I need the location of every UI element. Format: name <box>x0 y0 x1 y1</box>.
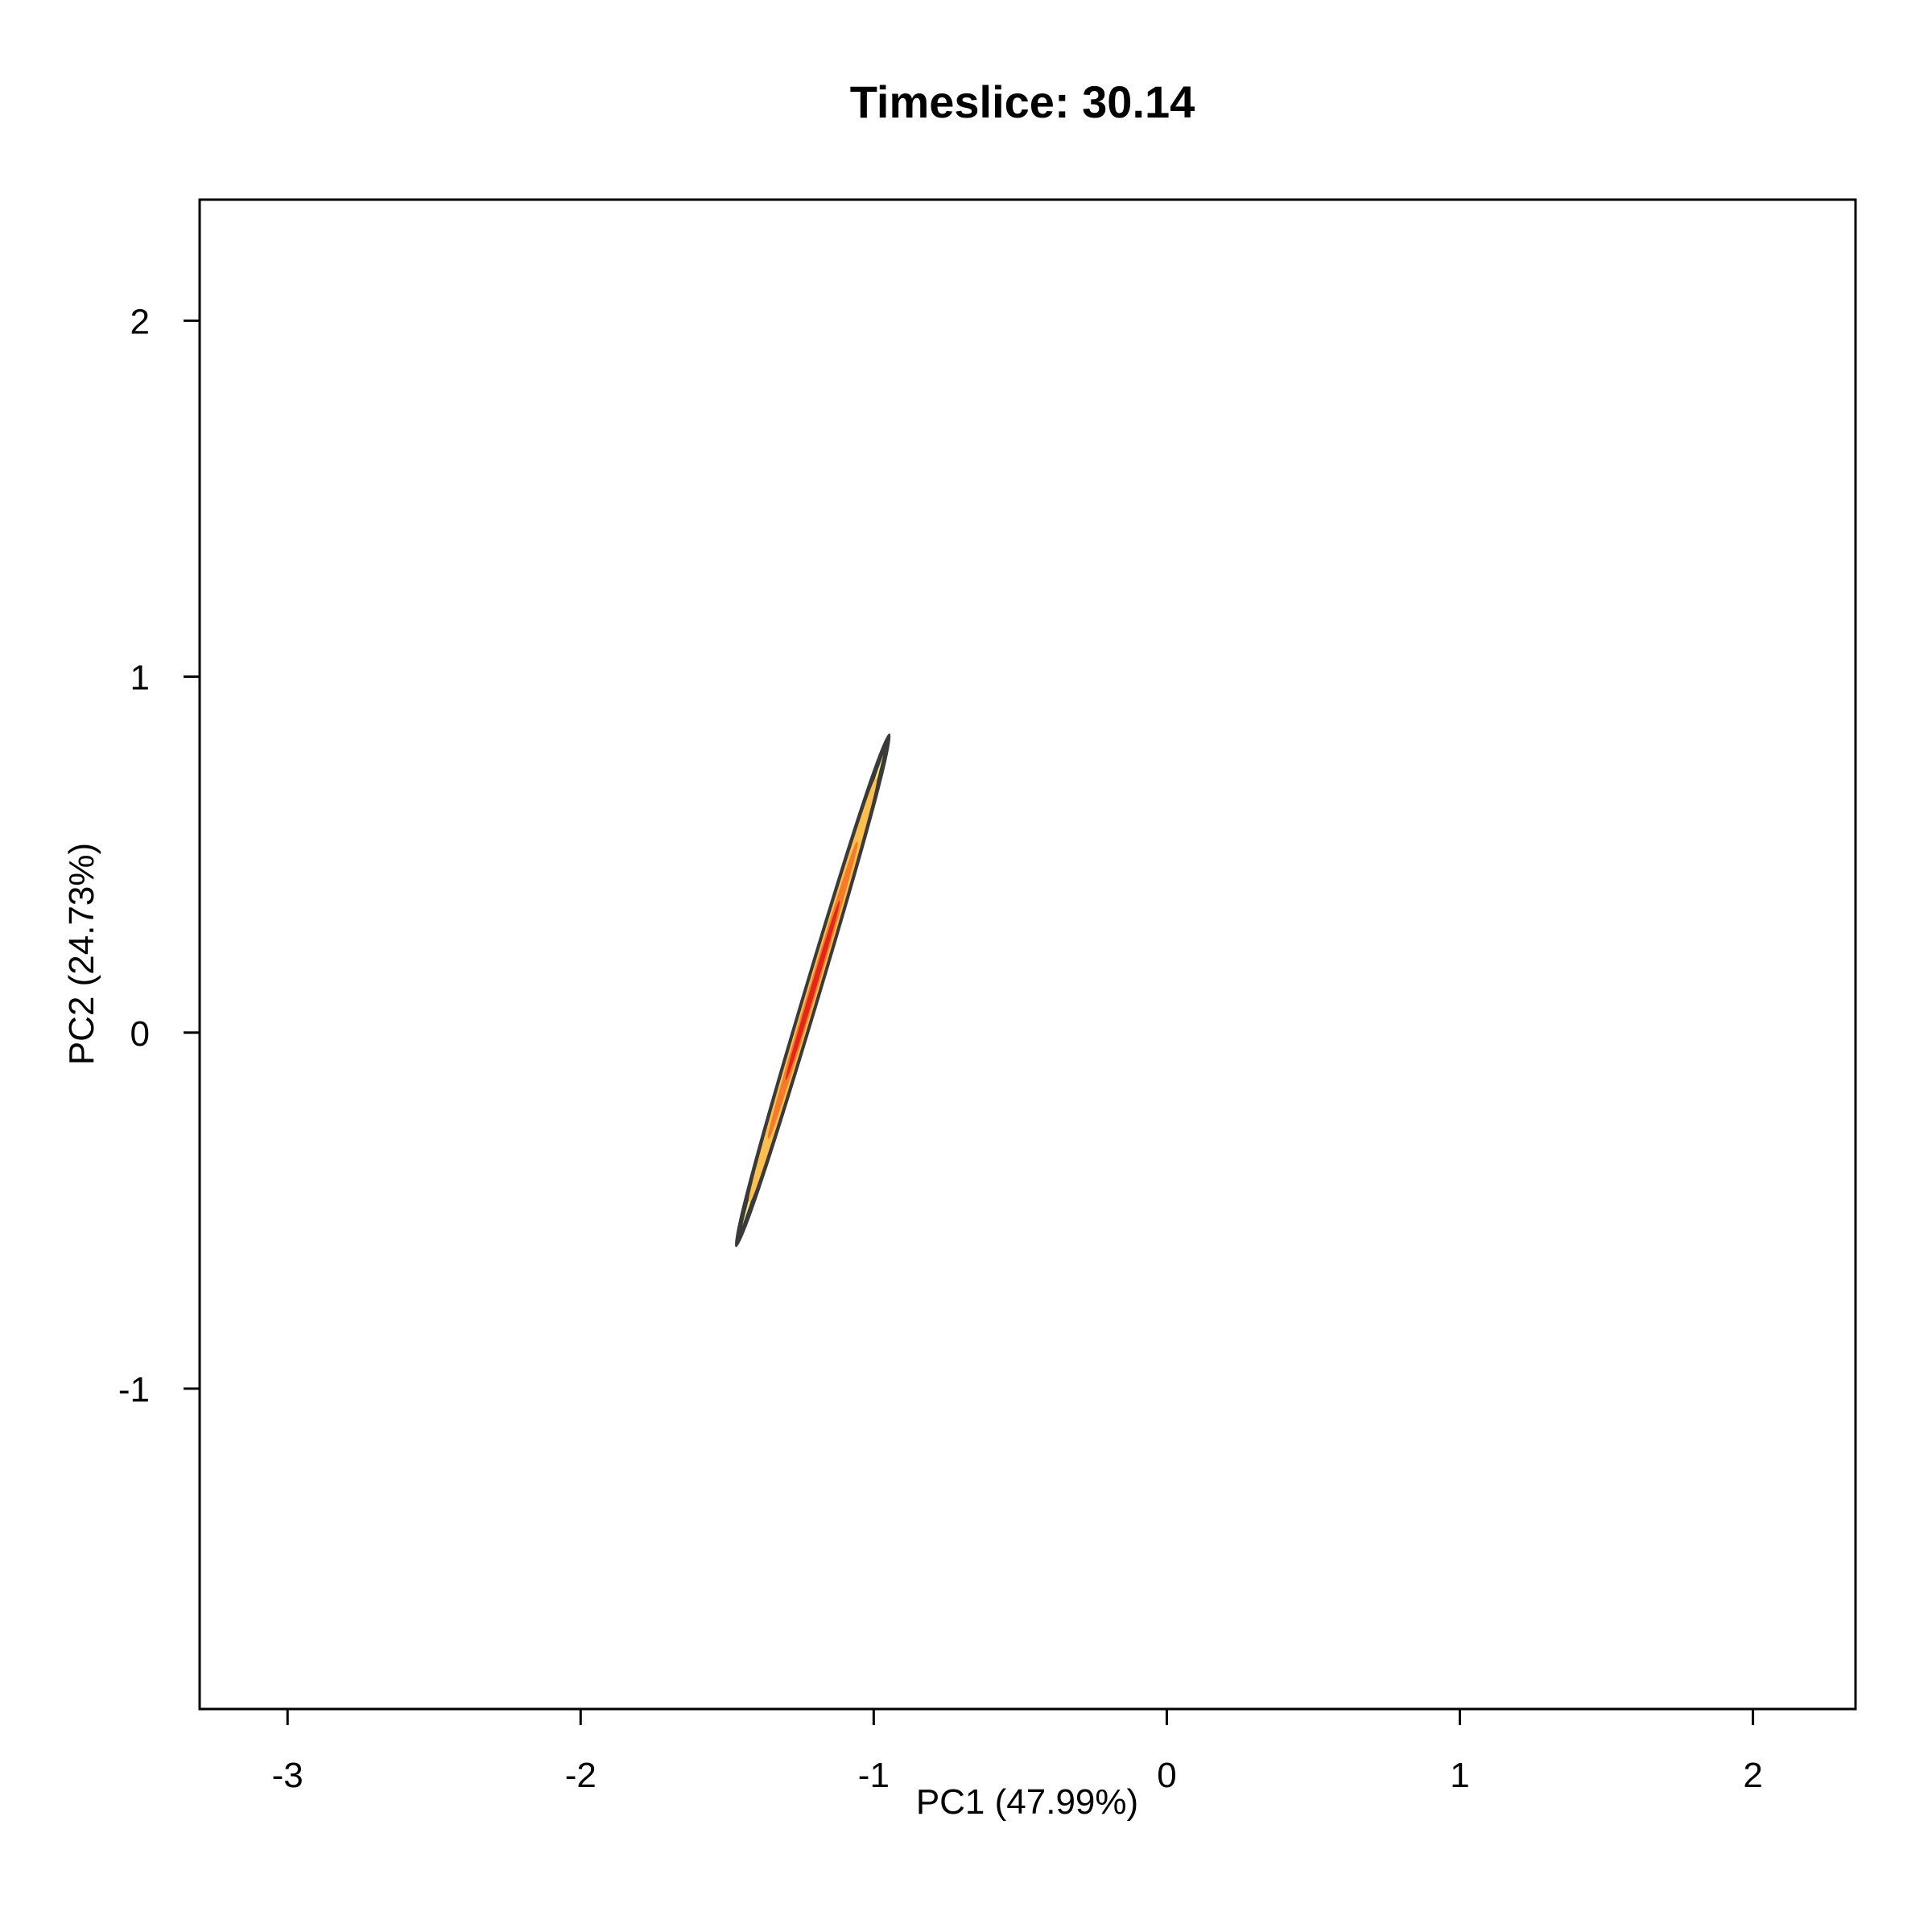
x-tick-label: -1 <box>858 1756 890 1795</box>
y-tick-label: 1 <box>130 658 150 698</box>
y-tick-label: 0 <box>130 1014 150 1054</box>
y-tick-label: -1 <box>118 1370 150 1410</box>
x-tick-label: 2 <box>1743 1756 1762 1795</box>
x-axis-label: PC1 (47.99%) <box>916 1782 1138 1822</box>
density-contour-level-4 <box>785 900 840 1080</box>
plot-frame <box>198 198 1857 1711</box>
x-axis: -3 -2 -1 0 1 2 <box>272 1709 1763 1795</box>
x-tick-label: 0 <box>1157 1756 1176 1795</box>
x-tick-label: -3 <box>272 1756 303 1795</box>
x-tick-label: -2 <box>565 1756 597 1795</box>
y-axis: -1 0 1 2 <box>118 302 200 1410</box>
y-axis-label: PC2 (24.73%) <box>62 843 101 1065</box>
y-tick-label: 2 <box>130 302 150 341</box>
x-tick-label: 1 <box>1450 1756 1469 1795</box>
chart-title: Timeslice: 30.14 <box>850 76 1195 127</box>
density-contours <box>733 733 892 1248</box>
